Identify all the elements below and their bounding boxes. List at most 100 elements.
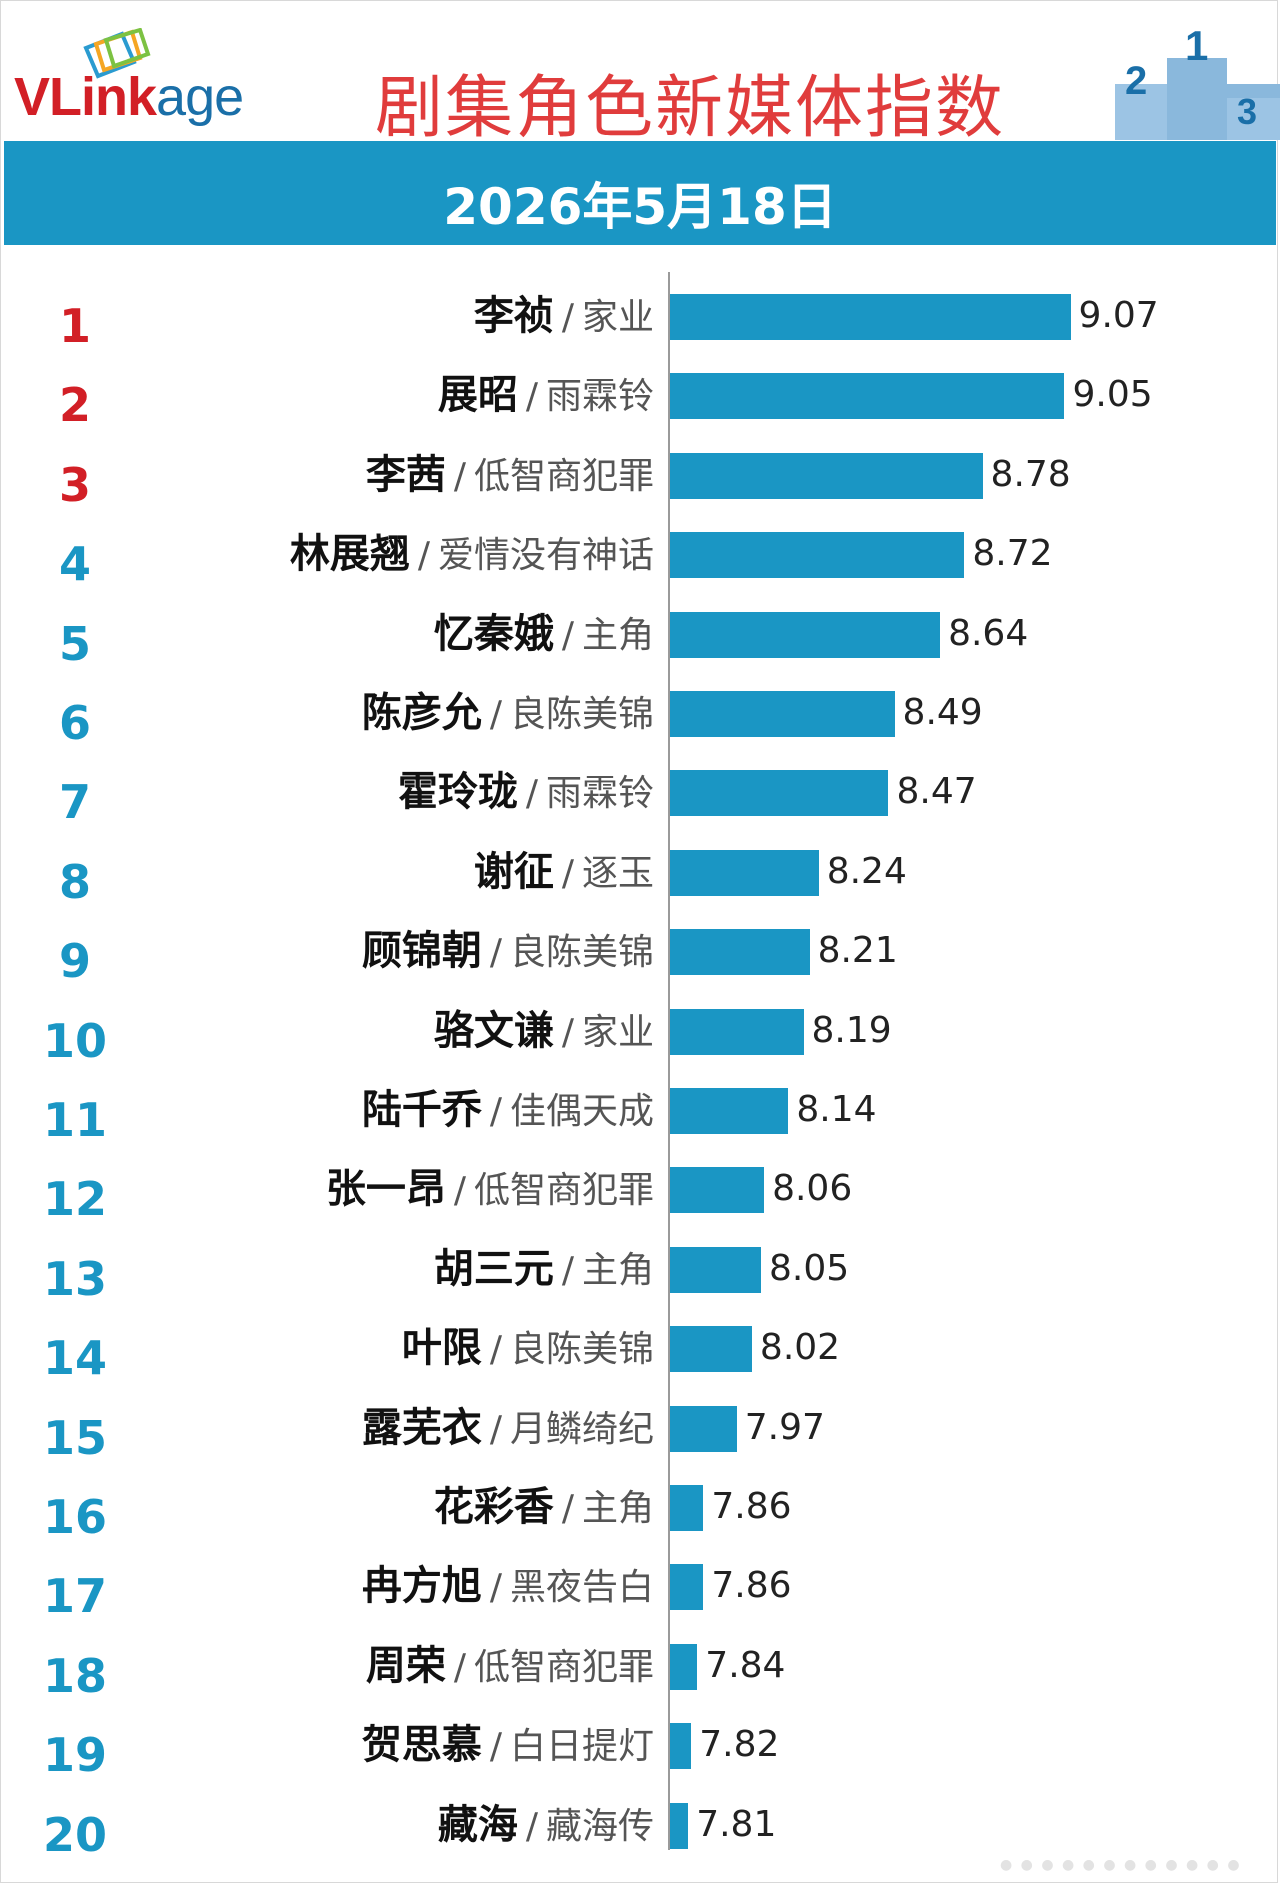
character-name: 忆秦娥: [433, 610, 554, 657]
show-name: 家业: [581, 1011, 654, 1053]
show-name: 低智商犯罪: [473, 1646, 654, 1688]
chart-row: 8 谢征 / 逐玉 8.24: [0, 842, 1280, 909]
label-separator: /: [525, 773, 538, 815]
value-label: 9.07: [1078, 295, 1159, 336]
character-name: 贺思慕: [361, 1722, 482, 1769]
value-label: 7.84: [705, 1644, 786, 1686]
character-name: 藏海: [437, 1801, 518, 1848]
label-separator: /: [453, 1170, 466, 1212]
label-separator: /: [525, 376, 538, 418]
bar: [670, 1405, 737, 1452]
label-separator: /: [489, 1567, 502, 1609]
bar: [670, 532, 965, 579]
rank-number: 8: [58, 854, 91, 909]
bar-label: 露芜衣 / 月鳞绮纪: [362, 1398, 654, 1466]
bar-label: 忆秦娥 / 主角: [434, 604, 654, 672]
show-name: 佳偶天成: [509, 1091, 654, 1132]
character-name: 霍玲珑: [397, 769, 518, 816]
show-name: 良陈美锦: [509, 1329, 654, 1371]
show-name: 低智商犯罪: [473, 455, 654, 497]
value-label: 8.05: [769, 1247, 850, 1289]
character-name: 顾锦朝: [361, 928, 482, 975]
logo-cards-icon: [83, 28, 151, 79]
bar: [670, 1564, 704, 1611]
rank-number: 18: [42, 1648, 107, 1703]
label-separator: /: [561, 297, 574, 338]
character-name: 花彩香: [433, 1484, 554, 1530]
value-label: 8.21: [817, 930, 898, 972]
chart-row: 9 顾锦朝 / 良陈美锦 8.21: [0, 921, 1280, 988]
bar-label: 谢征 / 逐玉: [474, 842, 654, 910]
value-label: 8.47: [896, 771, 977, 813]
chart-row: 14 叶限 / 良陈美锦 8.02: [0, 1318, 1280, 1385]
bar: [670, 1088, 789, 1134]
rank-number: 10: [42, 1013, 107, 1068]
character-name: 陈彦允: [361, 690, 482, 736]
svg-text:2: 2: [1125, 59, 1147, 103]
label-separator: /: [561, 1011, 574, 1053]
label-separator: /: [453, 1646, 466, 1688]
rank-number: 2: [58, 378, 91, 433]
value-label: 7.97: [744, 1406, 825, 1448]
value-label: 7.81: [696, 1803, 777, 1845]
bar: [670, 611, 941, 658]
rank-number: 19: [42, 1728, 107, 1783]
chart-row: 3 李茜 / 低智商犯罪 8.78: [0, 445, 1280, 512]
show-name: 雨霖铃: [545, 376, 654, 418]
bar-label: 周荣 / 低智商犯罪: [366, 1636, 654, 1704]
bar-label: 冉方旭 / 黑夜告白: [362, 1556, 654, 1624]
label-separator: /: [561, 1249, 574, 1291]
bar-label: 贺思慕 / 白日提灯: [362, 1715, 654, 1783]
chart-row: 17 冉方旭 / 黑夜告白 7.86: [0, 1556, 1280, 1623]
rank-number: 14: [42, 1331, 107, 1386]
label-separator: /: [561, 1488, 574, 1529]
show-name: 白日提灯: [509, 1726, 654, 1768]
character-name: 林展翘: [289, 531, 410, 578]
bar-label: 花彩香 / 主角: [434, 1477, 654, 1545]
bar-label: 陆千乔 / 佳偶天成: [362, 1080, 654, 1148]
svg-text:1: 1: [1185, 22, 1208, 69]
bar-label: 李祯 / 家业: [474, 286, 654, 354]
chart-row: 5 忆秦娥 / 主角 8.64: [0, 604, 1280, 671]
bar: [670, 1246, 762, 1293]
rank-number: 16: [42, 1490, 107, 1544]
label-separator: /: [489, 932, 502, 974]
bar-label: 霍玲珑 / 雨霖铃: [398, 762, 654, 830]
value-label: 8.06: [772, 1168, 853, 1210]
bar-label: 张一昂 / 低智商犯罪: [326, 1159, 654, 1227]
rank-number: 7: [58, 775, 91, 830]
bar: [670, 929, 810, 976]
bar-label: 胡三元 / 主角: [434, 1239, 654, 1307]
bar: [670, 1643, 698, 1690]
value-label: 8.14: [796, 1089, 877, 1130]
character-name: 谢征: [473, 848, 554, 895]
rank-number: 1: [58, 299, 91, 353]
show-name: 低智商犯罪: [473, 1170, 654, 1212]
rank-number: 15: [42, 1410, 107, 1465]
character-name: 周荣: [365, 1642, 446, 1689]
rank-number: 20: [42, 1807, 107, 1862]
bar: [670, 1485, 704, 1531]
show-name: 爱情没有神话: [437, 535, 654, 577]
label-separator: /: [525, 1805, 538, 1847]
label-separator: /: [489, 1408, 502, 1450]
chart-title: 剧集角色新媒体指数: [374, 69, 1005, 148]
value-axis-line: [668, 272, 670, 1850]
date-banner: 2026年5月18日: [4, 141, 1276, 245]
rank-number: 12: [42, 1172, 107, 1227]
label-separator: /: [489, 1726, 502, 1768]
show-name: 黑夜告白: [509, 1567, 654, 1609]
bar: [670, 770, 889, 817]
bar: [670, 1008, 804, 1055]
rank-number: 17: [42, 1569, 107, 1624]
watermark-dots: ● ● ● ● ● ● ● ● ● ● ● ●: [1000, 1857, 1242, 1873]
character-name: 胡三元: [433, 1245, 554, 1292]
bar: [670, 1802, 689, 1849]
bar-label: 藏海 / 藏海传: [438, 1795, 654, 1863]
rank-number: 3: [58, 457, 91, 512]
label-separator: /: [453, 455, 466, 497]
rank-number: 11: [42, 1093, 107, 1147]
bar-label: 陈彦允 / 良陈美锦: [362, 683, 654, 751]
label-separator: /: [561, 614, 574, 656]
character-name: 叶限: [401, 1325, 482, 1372]
